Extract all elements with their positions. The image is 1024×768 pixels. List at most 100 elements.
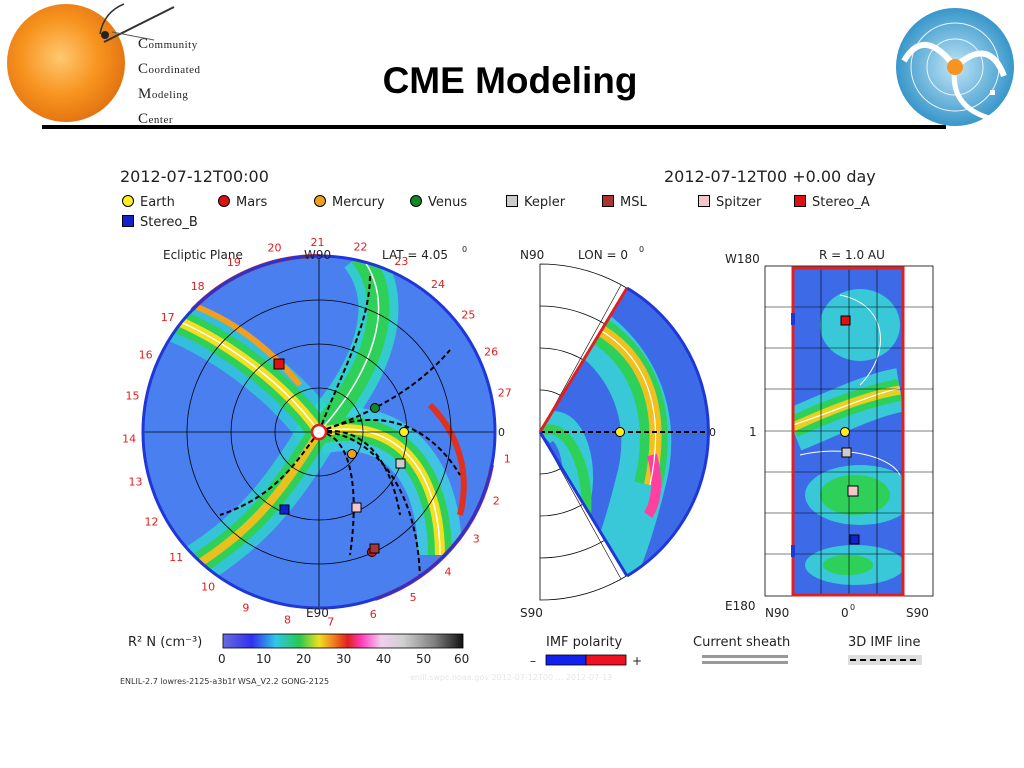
radial-map-panel: R = 1.0 AU W180 1 E180 N90 0 0 S90	[725, 248, 934, 620]
radial-top-left-label: W180	[725, 252, 760, 266]
mercury-marker-icon	[314, 195, 326, 207]
colorbar-tick: 40	[376, 652, 391, 666]
legend-label: MSL	[620, 195, 647, 210]
rotation-number: 27	[498, 387, 512, 400]
radial-bottom-degree: 0	[850, 603, 855, 612]
logo-line: Coordinated	[138, 61, 201, 77]
timestamp-left: 2012-07-12T00:00	[120, 167, 269, 186]
radial-bottom-label: 0	[841, 606, 849, 620]
rotation-number: 24	[431, 278, 445, 291]
rotation-number: 11	[169, 551, 183, 564]
earth-marker-icon	[122, 195, 134, 207]
current-sheath-label: Current sheath	[693, 635, 790, 650]
rotation-number: 21	[311, 236, 325, 249]
rotation-number: 9	[242, 601, 249, 614]
stereo-b-marker-icon	[849, 534, 860, 545]
rotation-number: 5	[410, 591, 417, 604]
rotation-number: 4	[445, 566, 452, 579]
imf-polarity-plus: +	[632, 654, 642, 668]
meridional-top-label: N90	[520, 248, 544, 262]
radial-title: R = 1.0 AU	[819, 248, 885, 262]
heliosphere-logo-icon	[896, 8, 1014, 126]
enlil-figure: 2012-07-12T00:00 2012-07-12T00 +0.00 day…	[100, 155, 960, 695]
legend-item: Spitzer	[698, 195, 761, 210]
stereo-a-marker-icon	[273, 358, 285, 370]
earth-marker-icon	[399, 427, 409, 437]
legend-item: Stereo_A	[794, 195, 870, 210]
imf-polarity-minus: –	[530, 654, 536, 668]
rotation-number: 2	[493, 494, 500, 507]
colorbar-tick: 30	[336, 652, 351, 666]
rotation-number: 13	[129, 475, 143, 488]
rotation-number: 25	[461, 309, 475, 322]
msl-marker-icon	[602, 195, 614, 207]
mercury-marker-icon	[347, 449, 357, 459]
earth-marker-icon	[615, 427, 625, 437]
title-divider	[42, 125, 946, 129]
radial-bottom-label: N90	[765, 606, 789, 620]
rotation-number: 10	[201, 580, 215, 593]
rotation-number: 23	[394, 255, 408, 268]
venus-marker-icon	[410, 195, 422, 207]
colorbar-tick: 60	[454, 652, 469, 666]
legend-item: Mars	[218, 195, 267, 210]
rotation-number: 18	[191, 280, 205, 293]
ecliptic-title: Ecliptic Plane	[163, 248, 243, 262]
ccmc-logo-text: Community Coordinated Modeling Center	[138, 32, 201, 132]
rotation-number: 16	[139, 348, 153, 361]
meridional-plane-panel: N90 LON = 0 0 S90 0	[520, 245, 716, 620]
slide-title: CME Modeling	[382, 60, 638, 101]
ecliptic-bottom-label: E90	[306, 606, 329, 620]
spitzer-marker-icon	[698, 195, 710, 207]
kepler-marker-icon	[506, 195, 518, 207]
rotation-number: 17	[161, 311, 175, 324]
legend-item: Mercury	[314, 195, 385, 210]
legend-item: Stereo_B	[122, 215, 198, 230]
meridional-bottom-label: S90	[520, 606, 543, 620]
ccmc-logo: Community Coordinated Modeling Center	[4, 2, 214, 127]
logo-line: Community	[138, 36, 198, 52]
rotation-number: 7	[327, 616, 334, 629]
timestamp-right: 2012-07-12T00 +0.00 day	[664, 167, 876, 186]
legend-label: Earth	[140, 195, 175, 210]
rotation-number: 1	[504, 452, 511, 465]
meridional-lon-degree: 0	[639, 245, 644, 254]
current-sheath-legend: Current sheath	[693, 635, 790, 664]
enlil-panels: Ecliptic Plane W90 LAT = 4.05 0 E90 0 12…	[122, 236, 934, 668]
spitzer-marker-icon	[847, 485, 859, 497]
legend-label: Kepler	[524, 195, 566, 210]
sun-icon	[310, 423, 328, 441]
ecliptic-lat-degree: 0	[462, 245, 467, 254]
colorbar-tick: 10	[256, 652, 271, 666]
faint-caption: enlil.swpc.noaa.gov 2012-07-12T00 ... 20…	[410, 673, 613, 682]
legend-item: MSL	[602, 195, 647, 210]
legend-label: Stereo_A	[812, 195, 870, 210]
colorbar-tick: 0	[218, 652, 226, 666]
stereo-b-marker-icon	[279, 504, 290, 515]
colorbar-label: R² N (cm⁻³)	[128, 635, 202, 650]
rotation-number: 20	[268, 241, 282, 254]
model-caption: ENLIL-2.7 lowres-2125-a3b1f WSA_V2.2 GON…	[120, 677, 330, 686]
legend-item: Earth	[122, 195, 175, 210]
legend-label: Mercury	[332, 195, 385, 210]
rotation-number: 8	[284, 613, 291, 626]
rotation-number: 15	[126, 390, 140, 403]
venus-marker-icon	[370, 403, 380, 413]
legend-label: Stereo_B	[140, 215, 198, 230]
kepler-marker-icon	[841, 447, 852, 458]
rotation-number: 22	[354, 241, 368, 254]
stereo-a-marker-icon	[794, 195, 806, 207]
legend-label: Venus	[428, 195, 468, 210]
imf-polarity-label: IMF polarity	[546, 635, 622, 650]
imf-line-legend: 3D IMF line	[848, 635, 922, 665]
rotation-number: 19	[227, 256, 241, 269]
stereo-b-marker-icon	[122, 215, 134, 227]
heliosphere-logo	[894, 6, 1016, 128]
radial-mid-left-label: 1	[749, 425, 757, 439]
legend-label: Mars	[236, 195, 268, 210]
colorbar: R² N (cm⁻³) 0 10	[128, 633, 469, 666]
legend-item: Kepler	[506, 195, 565, 210]
stereo-a-marker-icon	[840, 315, 851, 326]
msl-marker-icon	[369, 543, 380, 554]
